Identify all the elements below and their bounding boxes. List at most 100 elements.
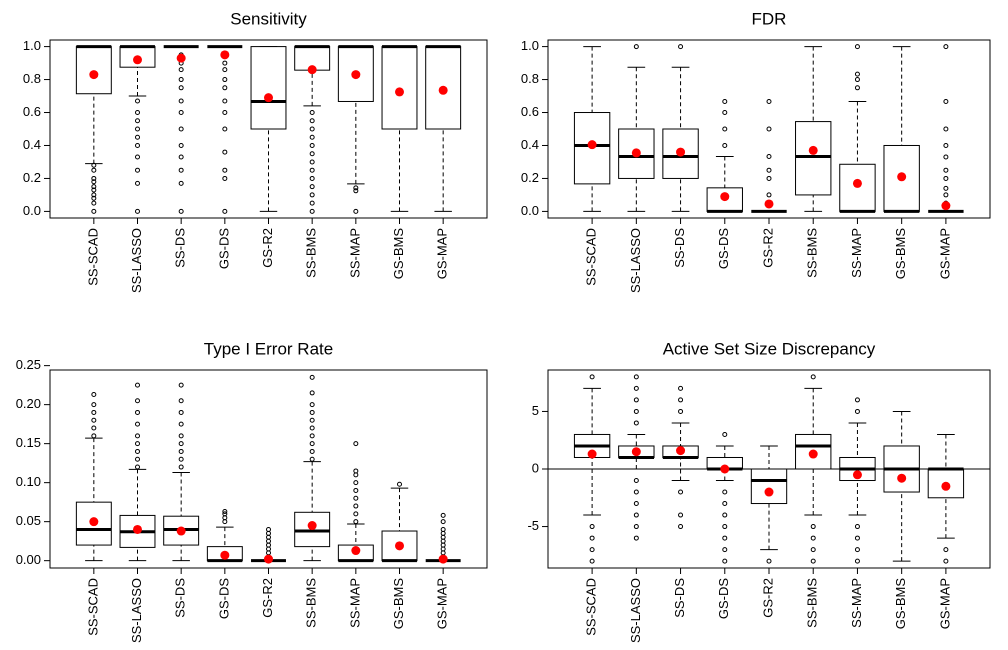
mean-dot xyxy=(676,446,686,456)
outlier xyxy=(633,478,639,484)
y-tick-label: 0.05 xyxy=(16,513,41,528)
outlier xyxy=(178,464,184,470)
outlier xyxy=(810,535,816,541)
mean-dot xyxy=(220,50,230,60)
outlier xyxy=(440,512,446,518)
outlier xyxy=(854,524,860,530)
outlier xyxy=(91,192,97,198)
outlier xyxy=(266,546,271,552)
outlier xyxy=(135,126,140,132)
outlier xyxy=(722,489,728,495)
outlier xyxy=(353,487,359,493)
x-tick-label: GS-R2 xyxy=(260,578,275,618)
outlier xyxy=(178,421,184,427)
outlier xyxy=(135,382,140,388)
mean-dot xyxy=(808,449,818,459)
outlier xyxy=(943,558,949,564)
x-tick-label: SS-MAP xyxy=(347,578,362,628)
mean-dot xyxy=(307,65,317,75)
outlier xyxy=(722,126,728,132)
outlier xyxy=(91,433,97,439)
outlier xyxy=(309,184,315,190)
outlier xyxy=(222,126,228,132)
mean-dot xyxy=(220,550,230,560)
mean-dot xyxy=(89,517,99,527)
outlier xyxy=(353,208,359,214)
outlier xyxy=(178,398,184,404)
mean-dot xyxy=(631,148,641,158)
outlier xyxy=(678,489,684,495)
outlier xyxy=(222,511,228,517)
outlier xyxy=(766,192,772,198)
outlier xyxy=(178,208,184,214)
y-tick-label: 0.15 xyxy=(16,435,41,450)
outlier xyxy=(440,542,446,548)
outlier xyxy=(135,456,140,462)
chart-title: FDR xyxy=(752,9,787,28)
chart-title: Sensitivity xyxy=(230,9,307,28)
outlier xyxy=(91,200,97,206)
outlier xyxy=(353,480,359,486)
outlier xyxy=(766,126,772,132)
outlier xyxy=(309,390,315,396)
mean-dot xyxy=(808,145,818,155)
outlier xyxy=(178,433,184,439)
x-tick-label: SS-MAP xyxy=(849,578,864,628)
outlier xyxy=(309,441,315,447)
x-tick-label: GS-BMS xyxy=(893,228,908,280)
outlier xyxy=(766,98,772,104)
outlier xyxy=(353,503,359,509)
outlier xyxy=(633,408,639,414)
y-tick-label: 0.00 xyxy=(16,552,41,567)
mean-dot xyxy=(438,85,448,95)
outlier xyxy=(766,175,772,181)
outlier xyxy=(810,374,816,380)
outlier xyxy=(633,501,639,507)
outlier xyxy=(766,558,772,564)
x-tick-label: SS-DS xyxy=(173,228,188,268)
box xyxy=(750,468,788,505)
outlier xyxy=(309,208,315,214)
x-tick-label: GS-BMS xyxy=(893,578,908,630)
outlier xyxy=(309,192,315,198)
outlier xyxy=(943,192,949,198)
x-tick-label: SS-DS xyxy=(672,228,687,268)
outlier xyxy=(135,441,140,447)
outlier xyxy=(91,187,97,193)
outlier xyxy=(309,175,315,181)
outlier xyxy=(309,134,315,140)
outlier xyxy=(178,98,184,104)
outlier xyxy=(178,85,184,91)
x-tick-label: GS-DS xyxy=(216,228,231,270)
y-tick-label: 0.8 xyxy=(23,71,41,86)
x-tick-label: GS-MAP xyxy=(435,228,450,279)
outlier xyxy=(722,431,728,437)
outlier xyxy=(135,464,140,470)
x-tick-label: SS-MAP xyxy=(849,228,864,278)
outlier xyxy=(178,456,184,462)
outlier xyxy=(135,433,140,439)
outlier xyxy=(91,184,97,190)
outlier xyxy=(309,200,315,206)
outlier xyxy=(722,512,728,518)
outlier xyxy=(135,98,140,104)
x-tick-label: GS-MAP xyxy=(435,578,450,629)
outlier xyxy=(222,77,228,83)
outlier xyxy=(854,77,860,83)
y-tick-label: 0.25 xyxy=(16,357,41,372)
y-tick-label: 0.20 xyxy=(16,396,41,411)
x-tick-label: SS-SCAD xyxy=(584,228,599,286)
outlier xyxy=(135,167,140,173)
outlier xyxy=(943,142,949,148)
outlier xyxy=(943,98,949,104)
x-tick-label: SS-BMS xyxy=(304,228,319,278)
outlier xyxy=(135,208,140,214)
outlier xyxy=(633,512,639,518)
x-tick-label: SS-LASSO xyxy=(628,578,643,643)
outlier xyxy=(91,409,97,415)
outlier xyxy=(178,180,184,186)
chart-title: Type I Error Rate xyxy=(204,339,333,358)
x-tick-label: GS-R2 xyxy=(760,228,775,268)
y-tick-label: 0.0 xyxy=(521,203,539,218)
